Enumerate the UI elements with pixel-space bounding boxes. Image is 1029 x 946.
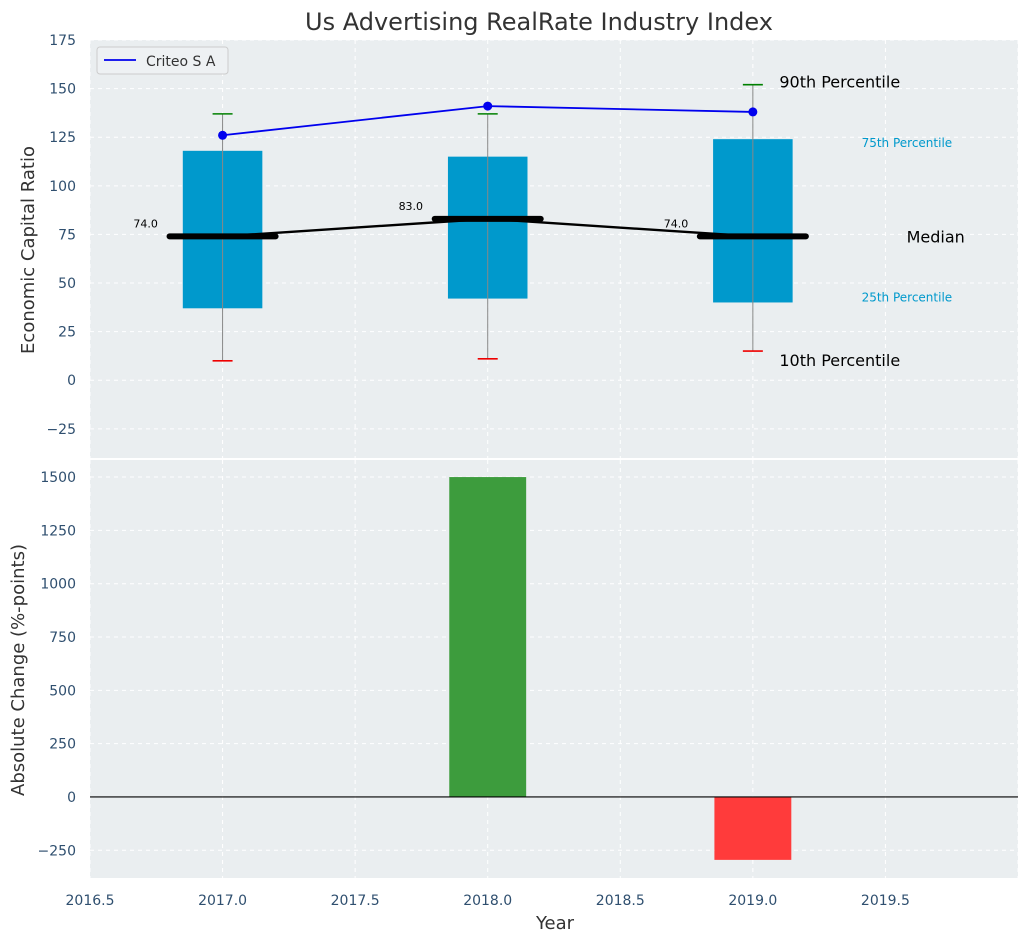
series-point-criteo [483, 101, 493, 111]
bottom-panel-background [90, 460, 1018, 878]
annotation-p90: 90th Percentile [779, 73, 900, 92]
bottom-y-tick-label: 750 [49, 630, 76, 646]
annotation-median: Median [907, 227, 965, 246]
median-value-label: 74.0 [133, 217, 158, 230]
top-y-tick-label: −25 [46, 422, 76, 438]
top-y-tick-label: 150 [49, 82, 76, 98]
bottom-y-axis-title: Absolute Change (%-points) [8, 544, 29, 796]
top-y-tick-label: 100 [49, 179, 76, 195]
legend-label-criteo: Criteo S A [146, 54, 216, 70]
annotation-p10: 10th Percentile [779, 351, 900, 370]
x-tick-label: 2018.0 [463, 893, 512, 909]
median-value-label: 74.0 [664, 217, 689, 230]
x-tick-label: 2017.5 [331, 893, 380, 909]
bottom-y-tick-label: 0 [67, 790, 76, 806]
bottom-y-tick-label: −250 [38, 843, 76, 859]
top-y-axis-title: Economic Capital Ratio [18, 146, 39, 354]
top-y-tick-label: 125 [49, 130, 76, 146]
chart-title: Us Advertising RealRate Industry Index [305, 8, 773, 36]
bottom-y-tick-label: 1500 [40, 470, 76, 486]
top-y-tick-label: 50 [58, 276, 76, 292]
top-y-tick-label: 25 [58, 325, 76, 341]
bottom-y-tick-label: 1250 [40, 523, 76, 539]
change-bar-positive [449, 477, 527, 797]
x-tick-label: 2016.5 [66, 893, 115, 909]
bottom-y-tick-label: 500 [49, 683, 76, 699]
series-point-criteo [748, 107, 758, 117]
series-point-criteo [218, 130, 228, 140]
x-tick-label: 2019.5 [861, 893, 910, 909]
bottom-y-tick-label: 1000 [40, 577, 76, 593]
median-trend-line [222, 217, 753, 238]
annotation-p25: 25th Percentile [862, 290, 953, 304]
x-axis-title: Year [535, 913, 575, 934]
top-y-tick-label: 75 [58, 227, 76, 243]
x-tick-label: 2019.0 [728, 893, 777, 909]
median-value-label: 83.0 [399, 200, 424, 213]
top-y-tick-label: 175 [49, 33, 76, 49]
x-tick-label: 2018.5 [596, 893, 645, 909]
bottom-y-tick-label: 250 [49, 737, 76, 753]
top-y-tick-label: 0 [67, 373, 76, 389]
annotation-p75: 75th Percentile [862, 136, 953, 150]
x-tick-label: 2017.0 [198, 893, 247, 909]
legend-box [96, 46, 229, 75]
change-bar-negative [714, 796, 792, 860]
